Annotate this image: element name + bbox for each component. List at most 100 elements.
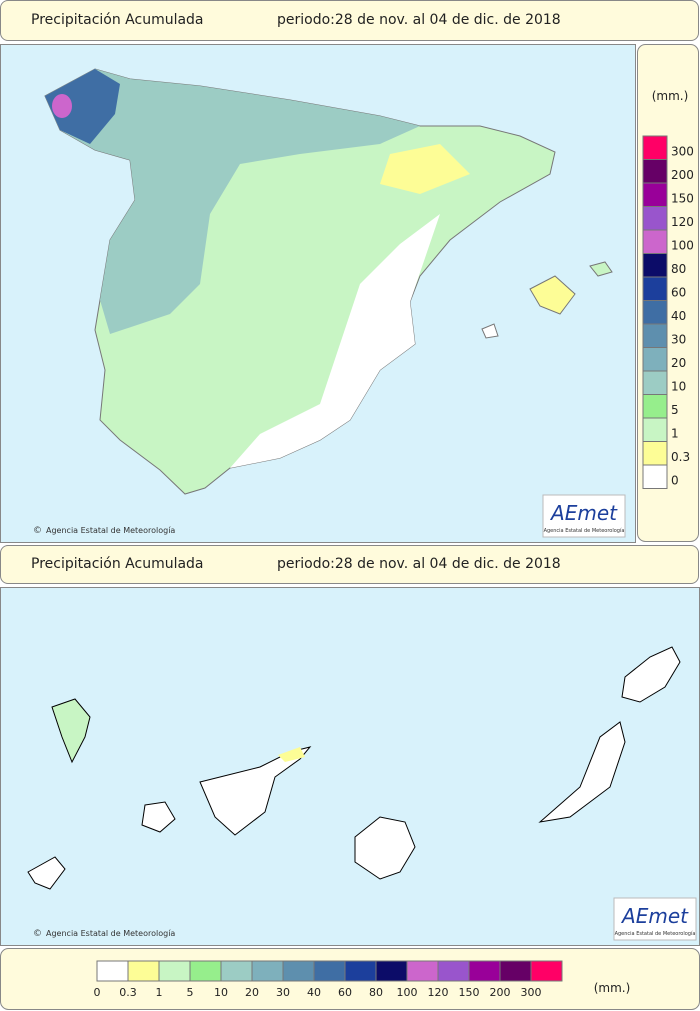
canarias-map: Agencia Estatal de Meteorología © AEmet … [0,587,700,946]
copyright-icon: © [33,526,42,536]
legend-swatch [406,960,439,982]
legend-label: 30 [671,333,686,347]
legend-swatch [642,394,668,419]
peninsula-map: Agencia Estatal de Meteorología © AEmet … [0,44,636,543]
legend-label: 300 [671,145,694,159]
title: Precipitación Acumulada [31,12,204,28]
horizontal-legend: (mm.) 0 0.3 1 5 10 20 30 40 60 80 100 120 150 200 300 [0,948,700,1010]
legend-label: 60 [338,986,352,999]
dry-zone [230,214,440,468]
logo-subtitle: Agencia Estatal de Meteorología [615,930,696,937]
period: periodo:28 de nov. al 04 de dic. de 2018 [277,556,561,572]
legend-label: 200 [490,986,511,999]
legend-label: 5 [187,986,194,999]
island [199,746,312,836]
legend-swatch [189,960,222,982]
legend-swatch [344,960,377,982]
legend-label: 1 [156,986,163,999]
legend-swatch [642,229,668,254]
legend-label: 100 [671,239,694,253]
legend-label: 40 [671,309,686,323]
logo-box [613,897,697,941]
legend-label: 0 [94,986,101,999]
island [481,323,499,339]
title: Precipitación Acumulada [31,556,204,572]
island [51,698,91,764]
legend-label: 20 [245,986,259,999]
legend-swatch [282,960,315,982]
dry-zone [380,144,470,194]
legend-swatch [642,300,668,325]
legend-label: 300 [521,986,542,999]
legend-swatch [642,347,668,372]
legend-label: 40 [307,986,321,999]
legend-unit: (mm.) [652,89,689,103]
rain-zone [52,94,72,118]
island [538,721,626,823]
island [529,275,576,315]
rain-zone [45,69,420,334]
island [621,646,681,703]
legend-swatch [127,960,160,982]
legend-label: 30 [276,986,290,999]
header-bar: Precipitación Acumulada periodo:28 de no… [0,0,699,41]
credit: Agencia Estatal de Meteorología [46,526,175,535]
legend-swatch [375,960,408,982]
header-bar: Precipitación Acumulada periodo:28 de no… [0,545,699,584]
legend-swatch [313,960,346,982]
logo: AEmet [620,904,689,928]
legend-swatch [158,960,191,982]
legend-swatch [642,135,668,160]
legend-label: 80 [671,262,686,276]
island [589,261,613,277]
legend-swatch [220,960,253,982]
legend-unit: (mm.) [594,981,631,995]
legend-swatch [642,464,668,489]
legend-label: 60 [671,286,686,300]
legend-swatch [642,159,668,184]
legend-swatch [642,323,668,348]
legend-swatch [642,441,668,466]
legend-label: 150 [671,192,694,206]
island [354,816,416,880]
legend-label: 0.3 [671,450,690,464]
legend-swatch [642,206,668,231]
legend-label: 100 [397,986,418,999]
legend-label: 120 [428,986,449,999]
legend-swatch [642,182,668,207]
legend-label: 200 [671,168,694,182]
copyright-icon: © [33,929,42,939]
island [141,801,176,833]
legend-swatch [642,253,668,278]
period: periodo:28 de nov. al 04 de dic. de 2018 [277,12,561,28]
legend-swatch [642,276,668,301]
map-frame [0,587,700,946]
legend-label: 20 [671,356,686,370]
island [27,856,66,890]
legend-swatch [437,960,470,982]
legend-label: 1 [671,427,679,441]
legend-label: 10 [671,380,686,394]
rain-zone [45,69,120,144]
legend-label: 0 [671,474,679,488]
legend-swatch [251,960,284,982]
legend-swatch [642,417,668,442]
legend-label: 10 [214,986,228,999]
legend-label: 80 [369,986,383,999]
logo-box [542,494,626,538]
legend-label: 150 [459,986,480,999]
dry-zone [278,747,305,762]
legend-swatch [530,960,563,982]
credit: Agencia Estatal de Meteorología [46,929,175,938]
legend-label: 0.3 [119,986,137,999]
legend-swatch [468,960,501,982]
legend-label: 120 [671,215,694,229]
logo-subtitle: Agencia Estatal de Meteorología [544,527,625,534]
legend-label: 5 [671,403,679,417]
legend-swatch [642,370,668,395]
vertical-legend: (mm.) 0 0.3 1 5 10 20 30 40 60 80 100 120 150 200 300 [637,44,699,542]
legend-swatch [96,960,129,982]
legend-swatch [499,960,532,982]
logo: AEmet [549,501,618,525]
